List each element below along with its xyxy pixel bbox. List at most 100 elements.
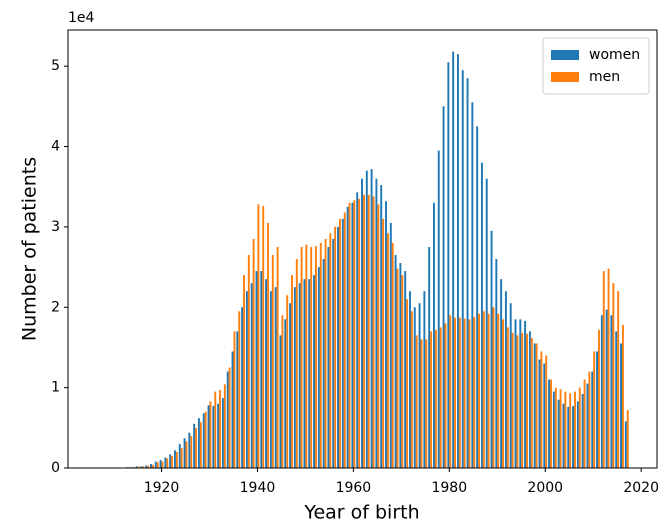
bar (274, 287, 277, 468)
bar (437, 150, 440, 468)
bar (461, 70, 464, 469)
bar (528, 331, 531, 468)
bar (154, 461, 157, 468)
bar (204, 411, 207, 468)
bar (439, 327, 442, 468)
bar (202, 413, 205, 468)
bar (159, 459, 162, 468)
bar (458, 317, 461, 468)
bar (545, 355, 548, 468)
bar (233, 331, 236, 468)
bar (337, 226, 339, 468)
x-tick-label: 1960 (336, 480, 372, 496)
bar (209, 401, 212, 468)
bar (420, 339, 423, 468)
bar (564, 391, 567, 468)
bar (567, 406, 570, 468)
bar (401, 275, 404, 468)
bar (572, 406, 575, 468)
bar (385, 201, 387, 469)
bar (367, 194, 370, 468)
bar (576, 401, 579, 468)
bar (598, 329, 600, 468)
bar (295, 259, 298, 468)
bar (552, 391, 555, 468)
bar (252, 238, 255, 468)
bar (151, 464, 154, 468)
bar (535, 343, 538, 468)
bar (300, 246, 303, 468)
bar (231, 351, 234, 468)
y-tick-label: 2 (51, 299, 60, 315)
bar (425, 339, 428, 468)
y-tick-label: 4 (51, 139, 60, 155)
bar (509, 303, 512, 468)
bar (380, 185, 383, 468)
bar (626, 410, 629, 468)
bar (358, 198, 361, 469)
bar (500, 279, 503, 468)
bar (610, 315, 613, 468)
bar (550, 379, 552, 468)
x-tick-label: 1980 (431, 480, 467, 496)
y-tick-label: 1 (51, 380, 60, 396)
bar (226, 371, 229, 468)
bar (548, 379, 551, 468)
bar (591, 371, 594, 468)
x-tick-label: 2020 (623, 480, 659, 496)
bar (223, 384, 226, 468)
bar (267, 222, 269, 468)
bar (243, 275, 245, 468)
bar (502, 319, 504, 468)
bar (250, 283, 253, 468)
bar (540, 351, 543, 468)
bar (463, 318, 466, 468)
bar (399, 263, 402, 468)
bar (361, 178, 363, 468)
bar (332, 238, 335, 468)
bar (569, 393, 572, 468)
bar (169, 454, 172, 468)
bar (271, 255, 274, 468)
bar (396, 268, 399, 468)
bar (433, 202, 435, 468)
bar (190, 435, 193, 468)
legend-label: women (589, 47, 640, 63)
bar (161, 461, 164, 468)
bar (447, 62, 450, 468)
x-tick-label: 1920 (144, 480, 180, 496)
bar (617, 291, 620, 468)
bar (504, 291, 507, 468)
bar (473, 316, 476, 468)
bar (322, 259, 325, 468)
bar (543, 363, 546, 468)
bar (197, 418, 200, 468)
bar (404, 271, 407, 468)
bar (492, 307, 495, 468)
bar (482, 311, 485, 468)
bar (303, 279, 306, 468)
bar (442, 106, 445, 468)
bar (593, 351, 596, 468)
bar (166, 458, 169, 468)
bar (147, 465, 150, 468)
bar (526, 333, 528, 468)
bar (329, 233, 332, 468)
bar (413, 307, 416, 468)
bar (466, 78, 469, 468)
bar (308, 279, 311, 468)
bar (559, 389, 562, 468)
bar (142, 466, 145, 468)
bar (305, 244, 308, 468)
bar (471, 102, 474, 469)
bar (260, 271, 263, 468)
bar (346, 206, 349, 468)
bar (164, 457, 167, 468)
bar (140, 466, 143, 468)
bar (478, 313, 481, 468)
bar (476, 126, 479, 468)
bar (533, 343, 536, 468)
bar (581, 394, 584, 468)
bar (519, 319, 522, 468)
bar (262, 206, 265, 468)
